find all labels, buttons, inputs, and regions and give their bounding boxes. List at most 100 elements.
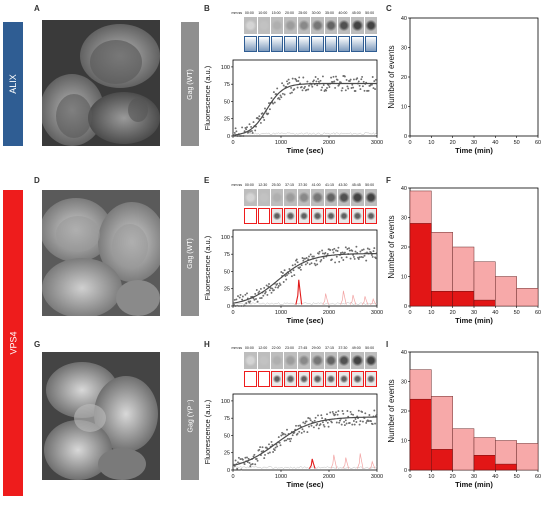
data-point — [280, 96, 283, 99]
data-point — [233, 131, 236, 134]
x-tick-label: 10 — [428, 140, 434, 146]
x-tick-label: 20 — [450, 474, 456, 480]
data-point — [365, 421, 368, 424]
data-point — [309, 419, 312, 422]
data-point — [343, 75, 346, 78]
data-point — [351, 83, 354, 86]
construct-label-row2: Gag (WT) — [186, 237, 194, 269]
cofactor-frame — [364, 36, 377, 52]
data-point — [254, 292, 257, 295]
data-point — [243, 463, 246, 466]
data-point — [365, 259, 368, 262]
data-point — [302, 76, 305, 79]
data-point — [295, 424, 297, 427]
data-point — [337, 246, 340, 249]
x-tick-label: 60 — [535, 310, 541, 316]
cofactor-recruitment-spike — [349, 294, 357, 305]
data-point — [234, 459, 237, 462]
data-point — [241, 126, 244, 129]
data-point — [372, 250, 375, 253]
data-point — [325, 89, 328, 92]
timestamp-label: 22:00 — [271, 346, 281, 350]
data-point — [263, 457, 266, 460]
data-point — [282, 281, 285, 283]
panel-label-d: D — [34, 176, 40, 185]
fit-curve — [232, 416, 377, 466]
data-point — [250, 463, 253, 466]
data-point — [235, 130, 238, 133]
plot-frame — [232, 229, 378, 307]
data-point — [290, 91, 293, 94]
data-point — [247, 457, 250, 460]
data-point — [235, 298, 238, 301]
data-point — [370, 83, 373, 86]
data-point — [264, 107, 266, 110]
data-point — [308, 84, 310, 87]
data-point — [370, 251, 372, 254]
data-point — [317, 427, 320, 430]
data-point — [278, 441, 281, 444]
data-point — [248, 461, 251, 464]
background-trace — [232, 302, 378, 305]
data-point — [344, 419, 347, 422]
gag-frame — [324, 17, 337, 34]
data-point — [274, 286, 277, 289]
data-point — [316, 423, 319, 425]
data-point — [335, 249, 337, 252]
data-point — [294, 263, 297, 266]
data-point — [305, 257, 308, 259]
construct-bar-row2: Gag (WT) — [181, 190, 199, 316]
data-point — [237, 456, 240, 459]
gag-frame — [257, 189, 271, 206]
data-point — [349, 78, 352, 81]
x-tick-label: 2000 — [323, 474, 335, 480]
data-point — [248, 123, 251, 126]
data-point — [313, 419, 316, 422]
data-point — [335, 75, 337, 78]
gag-frame — [284, 17, 297, 34]
data-point — [352, 420, 355, 422]
panel-label-h: H — [204, 340, 210, 349]
data-point — [302, 259, 305, 262]
gag-frame — [324, 189, 337, 206]
data-point — [362, 80, 365, 83]
x-tick-label: 0 — [231, 140, 234, 146]
data-point — [371, 255, 374, 258]
data-point — [243, 130, 246, 133]
x-tick-label: 1000 — [275, 140, 287, 146]
data-point — [322, 257, 325, 259]
data-point — [304, 85, 306, 88]
early-events-bar — [431, 449, 453, 471]
data-point — [267, 112, 270, 115]
y-tick-label: 50 — [224, 99, 230, 105]
cofactor-frame — [297, 208, 311, 224]
gag-frame — [311, 352, 324, 369]
data-point — [330, 421, 333, 424]
histogram-frame — [409, 17, 539, 137]
data-point — [361, 249, 364, 252]
data-point — [335, 411, 337, 414]
gag-frame — [257, 352, 271, 369]
data-point — [261, 446, 264, 449]
data-point — [361, 256, 364, 259]
data-point — [255, 457, 258, 460]
data-point — [301, 257, 304, 259]
x-tick-label: 30 — [471, 474, 477, 480]
cofactor-recruitment-spike — [369, 460, 376, 469]
data-point — [263, 119, 266, 121]
data-point — [362, 248, 365, 251]
timestamp-label: 35:00 — [325, 11, 335, 15]
data-point — [320, 259, 323, 261]
data-point — [355, 421, 358, 423]
total-events-bar — [473, 261, 496, 307]
cofactor-frame — [311, 36, 324, 52]
data-point — [300, 264, 303, 267]
data-point — [361, 420, 364, 423]
data-point — [316, 263, 319, 266]
data-point — [284, 275, 287, 277]
y-tick-label: 0 — [404, 134, 407, 140]
early-events-bar — [473, 455, 496, 471]
timestamp-label: 27:45 — [298, 346, 308, 350]
data-point — [279, 94, 282, 97]
